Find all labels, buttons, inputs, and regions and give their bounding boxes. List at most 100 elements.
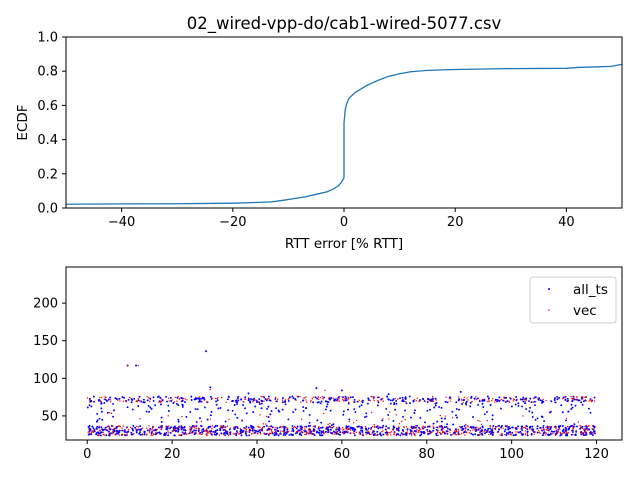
all-ts-point bbox=[509, 431, 511, 433]
all-ts-point bbox=[542, 432, 545, 435]
all-ts-point bbox=[268, 399, 271, 402]
vec-point bbox=[270, 432, 272, 435]
all-ts-point bbox=[142, 398, 145, 401]
all-ts-point bbox=[531, 415, 534, 418]
all-ts-point bbox=[461, 425, 464, 428]
vec-point bbox=[201, 432, 204, 435]
all-ts-point bbox=[347, 402, 350, 405]
all-ts-point bbox=[185, 415, 188, 418]
all-ts-point bbox=[100, 431, 103, 434]
vec-point bbox=[523, 398, 526, 401]
all-ts-point bbox=[177, 420, 180, 423]
vec-point bbox=[268, 429, 270, 431]
all-ts-point bbox=[515, 396, 518, 398]
vec-point bbox=[347, 396, 349, 399]
vec-point bbox=[352, 401, 355, 403]
all-ts-point bbox=[365, 415, 368, 418]
vec-point bbox=[338, 400, 340, 402]
all-ts-point bbox=[143, 433, 146, 436]
all-ts-point bbox=[195, 425, 198, 428]
vec-point bbox=[393, 433, 395, 435]
vec-point bbox=[416, 397, 418, 399]
all-ts-point bbox=[130, 433, 133, 436]
all-ts-point bbox=[566, 397, 569, 400]
all-ts-point bbox=[294, 408, 297, 411]
vec-point bbox=[555, 434, 557, 436]
vec-point bbox=[455, 430, 458, 432]
vec-point bbox=[545, 399, 547, 402]
vec-point bbox=[390, 434, 392, 436]
all-ts-point bbox=[482, 406, 485, 408]
vec-point bbox=[324, 431, 326, 434]
all-ts-point bbox=[123, 396, 126, 399]
vec-point bbox=[127, 429, 130, 431]
vec-point bbox=[270, 430, 273, 432]
all-ts-point bbox=[526, 428, 529, 431]
vec-point bbox=[99, 429, 101, 432]
all-ts-point bbox=[549, 428, 552, 430]
all-ts-point bbox=[227, 395, 230, 398]
vec-point bbox=[358, 399, 360, 401]
vec-point bbox=[242, 401, 244, 403]
vec-point bbox=[222, 426, 225, 428]
all-ts-point bbox=[370, 427, 373, 429]
vec-point bbox=[580, 431, 582, 433]
vec-point bbox=[203, 399, 206, 401]
all-ts-point bbox=[93, 430, 96, 433]
vec-point bbox=[494, 401, 496, 403]
vec-point bbox=[184, 398, 186, 400]
all-ts-point bbox=[514, 427, 517, 430]
vec-point bbox=[122, 400, 125, 403]
all-ts-point bbox=[277, 434, 280, 437]
all-ts-point bbox=[573, 423, 576, 426]
vec-point bbox=[417, 430, 420, 432]
vec-point bbox=[398, 426, 400, 428]
all-ts-point bbox=[326, 403, 329, 406]
all-ts-point bbox=[194, 397, 197, 400]
vec-point bbox=[371, 425, 374, 428]
vec-point bbox=[304, 428, 306, 430]
all-ts-point bbox=[286, 428, 289, 431]
vec-point bbox=[437, 429, 439, 432]
all-ts-point bbox=[394, 408, 397, 411]
all-ts-point bbox=[302, 410, 305, 412]
all-ts-point bbox=[236, 416, 239, 419]
vec-point bbox=[181, 415, 183, 418]
all-ts-point bbox=[367, 427, 370, 430]
vec-point bbox=[454, 433, 456, 435]
all-ts-point bbox=[118, 431, 121, 434]
all-ts-point bbox=[440, 428, 443, 431]
all-ts-point bbox=[491, 433, 494, 436]
vec-point bbox=[445, 396, 447, 398]
ecdf-x-tick-label: 40 bbox=[558, 215, 575, 230]
vec-point bbox=[165, 433, 167, 436]
vec-point bbox=[386, 433, 389, 435]
all-ts-point bbox=[116, 430, 119, 433]
vec-point bbox=[585, 396, 587, 398]
all-ts-point bbox=[233, 428, 236, 431]
vec-point bbox=[109, 399, 112, 401]
vec-point bbox=[250, 427, 252, 429]
all-ts-point bbox=[283, 432, 286, 435]
all-ts-point bbox=[285, 432, 288, 435]
vec-point bbox=[389, 431, 391, 434]
all-ts-point bbox=[327, 431, 330, 434]
all-ts-point bbox=[173, 425, 176, 428]
vec-point bbox=[457, 396, 460, 398]
vec-point bbox=[191, 432, 193, 434]
vec-point bbox=[532, 401, 534, 403]
all-ts-point bbox=[161, 399, 164, 402]
ecdf-y-tick-label: 0.8 bbox=[37, 65, 58, 80]
all-ts-point bbox=[160, 421, 163, 423]
vec-point bbox=[450, 398, 452, 400]
vec-point bbox=[228, 418, 230, 421]
vec-point bbox=[575, 396, 578, 398]
vec-point bbox=[462, 401, 464, 404]
vec-point bbox=[525, 399, 527, 401]
all-ts-point bbox=[529, 425, 532, 428]
all-ts-point bbox=[456, 416, 459, 419]
ecdf-x-tick-label: −20 bbox=[219, 215, 246, 230]
all-ts-point bbox=[367, 398, 370, 401]
all-ts-point bbox=[304, 430, 306, 433]
vec-point bbox=[223, 429, 225, 431]
